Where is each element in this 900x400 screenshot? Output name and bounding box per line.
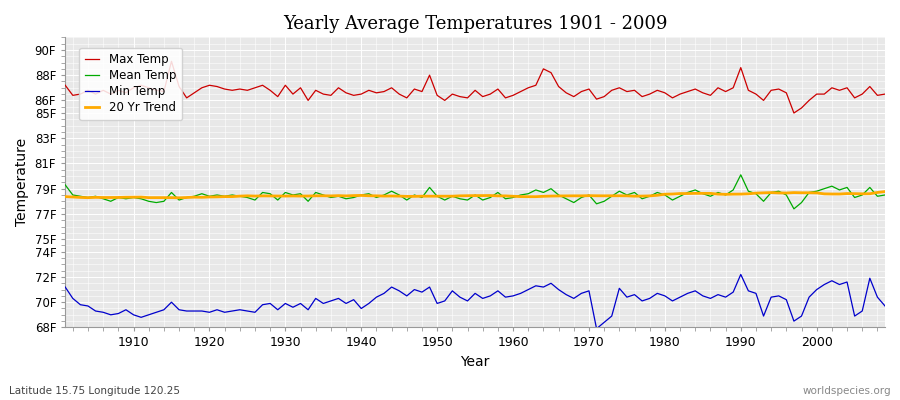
Max Temp [341,90,352,95]
Max Temp [879,92,890,96]
Mean Temp [735,172,746,177]
Mean Temp [500,196,511,201]
20 Yr Trend [174,196,184,200]
20 Yr Trend [59,194,70,199]
Min Temp [508,294,518,298]
Max Temp [788,111,799,116]
Min Temp [59,285,70,290]
20 Yr Trend [341,194,352,198]
Mean Temp [788,206,799,211]
Max Temp [508,93,518,98]
Min Temp [333,296,344,301]
Min Temp [735,272,746,277]
Mean Temp [333,194,344,199]
Legend: Max Temp, Mean Temp, Min Temp, 20 Yr Trend: Max Temp, Mean Temp, Min Temp, 20 Yr Tre… [79,48,182,120]
Text: worldspecies.org: worldspecies.org [803,386,891,396]
Min Temp [591,326,602,331]
20 Yr Trend [879,189,890,194]
Line: Min Temp: Min Temp [65,274,885,329]
Line: 20 Yr Trend: 20 Yr Trend [65,192,885,198]
20 Yr Trend [515,194,526,199]
20 Yr Trend [508,194,518,199]
Max Temp [59,83,70,88]
Line: Mean Temp: Mean Temp [65,175,885,209]
Max Temp [607,88,617,93]
Min Temp [500,295,511,300]
Mean Temp [598,199,609,204]
Mean Temp [121,196,131,201]
Min Temp [287,305,298,310]
Mean Temp [508,195,518,200]
Min Temp [607,314,617,318]
Text: Latitude 15.75 Longitude 120.25: Latitude 15.75 Longitude 120.25 [9,386,180,396]
Max Temp [515,89,526,94]
Mean Temp [59,182,70,187]
Y-axis label: Temperature: Temperature [15,138,29,226]
Max Temp [121,90,131,95]
Min Temp [879,304,890,308]
20 Yr Trend [295,194,306,198]
20 Yr Trend [607,193,617,198]
Max Temp [295,85,306,90]
Title: Yearly Average Temperatures 1901 - 2009: Yearly Average Temperatures 1901 - 2009 [283,15,668,33]
X-axis label: Year: Year [461,355,490,369]
20 Yr Trend [121,195,131,200]
Mean Temp [879,192,890,197]
Line: Max Temp: Max Temp [65,61,885,113]
Min Temp [121,307,131,312]
Mean Temp [287,192,298,197]
Max Temp [166,59,177,64]
